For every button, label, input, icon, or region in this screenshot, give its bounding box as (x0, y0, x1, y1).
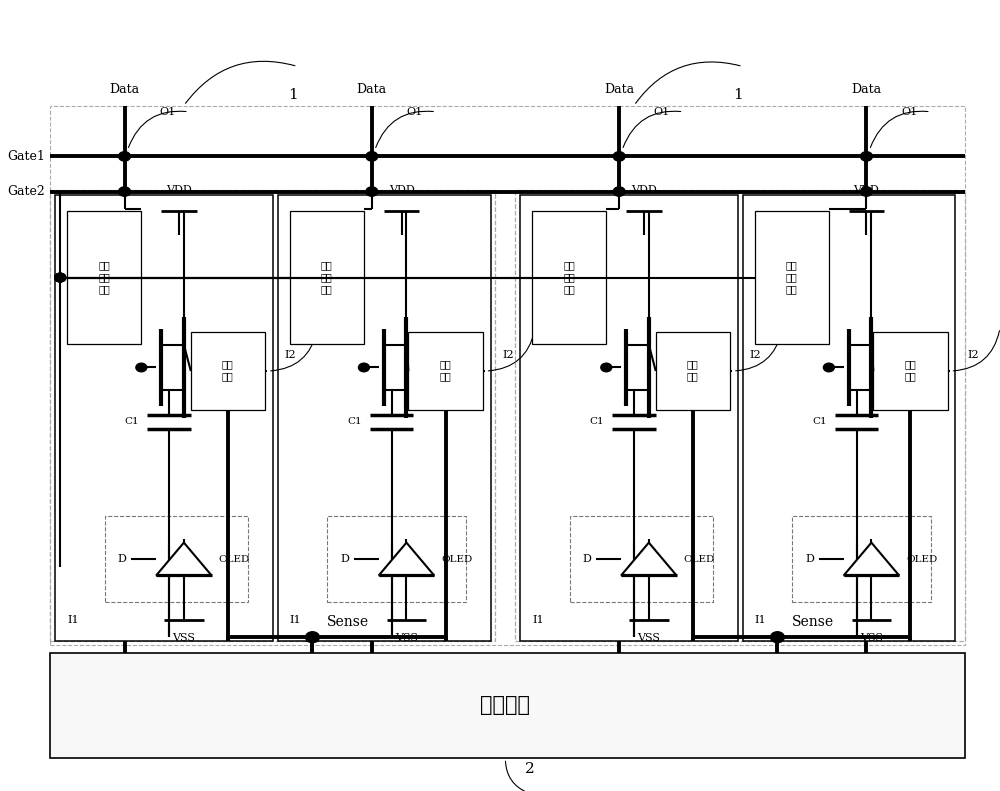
Circle shape (861, 152, 872, 161)
Text: O1: O1 (406, 108, 423, 117)
Circle shape (823, 363, 834, 372)
Text: D: D (118, 554, 126, 564)
Bar (408, 332, 483, 410)
Polygon shape (621, 543, 677, 575)
Bar (570, 516, 713, 602)
Text: 数据
写入
单元: 数据 写入 单元 (786, 261, 798, 294)
Bar (532, 211, 606, 344)
Circle shape (613, 152, 625, 161)
Text: VSS: VSS (637, 634, 660, 643)
Text: VSS: VSS (172, 634, 195, 643)
Text: DT: DT (657, 355, 672, 364)
Text: Sense: Sense (327, 615, 369, 630)
Text: O1: O1 (159, 108, 175, 117)
Text: Gate2: Gate2 (8, 185, 45, 198)
Bar (50, 105, 965, 645)
Circle shape (366, 152, 378, 161)
Text: D: D (805, 554, 814, 564)
Bar (105, 516, 248, 602)
Text: I1: I1 (290, 615, 301, 626)
Bar (278, 195, 491, 642)
Text: C1: C1 (125, 417, 139, 426)
Circle shape (119, 187, 130, 196)
Text: Data: Data (109, 83, 140, 97)
Text: OLED: OLED (906, 554, 937, 563)
Text: D: D (583, 554, 591, 564)
Text: I2: I2 (285, 350, 296, 361)
Bar (520, 195, 738, 642)
Text: VDD: VDD (389, 185, 414, 195)
Text: C1: C1 (347, 417, 362, 426)
Polygon shape (156, 543, 212, 575)
Text: 2: 2 (525, 763, 535, 776)
Text: 数据
写入
单元: 数据 写入 单元 (98, 261, 110, 294)
Circle shape (366, 187, 378, 196)
Text: 检测
单元: 检测 单元 (687, 361, 699, 381)
Bar (755, 211, 829, 344)
Bar (743, 195, 955, 642)
Text: Data: Data (851, 83, 882, 97)
Text: 数据
写入
单元: 数据 写入 单元 (321, 261, 333, 294)
Bar (290, 211, 364, 344)
Text: Sense: Sense (792, 615, 834, 630)
Text: OLED: OLED (441, 554, 472, 563)
Text: DT: DT (414, 355, 430, 364)
Text: C1: C1 (812, 417, 827, 426)
Text: 驱动芯片: 驱动芯片 (480, 696, 530, 715)
Bar (50, 653, 965, 759)
Text: Data: Data (604, 83, 634, 97)
Text: OLED: OLED (218, 554, 250, 563)
Text: 1: 1 (288, 88, 297, 101)
Bar (327, 516, 466, 602)
Text: I1: I1 (532, 615, 544, 626)
Bar (55, 195, 273, 642)
Circle shape (358, 363, 369, 372)
Bar (873, 332, 948, 410)
Circle shape (613, 187, 625, 196)
Text: O1: O1 (901, 108, 917, 117)
Text: I2: I2 (750, 350, 761, 361)
Circle shape (55, 273, 66, 282)
Text: I1: I1 (755, 615, 766, 626)
Text: I2: I2 (967, 350, 979, 361)
Polygon shape (844, 543, 899, 575)
Circle shape (136, 363, 147, 372)
Text: 数据
写入
单元: 数据 写入 单元 (563, 261, 575, 294)
Text: D: D (340, 554, 349, 564)
Text: VSS: VSS (395, 634, 418, 643)
Circle shape (55, 273, 66, 282)
Text: VDD: VDD (166, 185, 192, 195)
Bar (656, 332, 730, 410)
Circle shape (55, 273, 66, 282)
Text: OLED: OLED (683, 554, 715, 563)
Text: O1: O1 (654, 108, 670, 117)
Text: 检测
单元: 检测 单元 (222, 361, 234, 381)
Circle shape (306, 632, 319, 643)
Polygon shape (379, 543, 434, 575)
Text: I1: I1 (67, 615, 79, 626)
Circle shape (770, 632, 784, 643)
Text: 检测
单元: 检测 单元 (905, 361, 916, 381)
Text: DT: DT (879, 355, 895, 364)
Bar (191, 332, 265, 410)
Circle shape (55, 273, 66, 282)
Text: VDD: VDD (854, 185, 879, 195)
Text: VSS: VSS (860, 634, 883, 643)
Bar (67, 211, 141, 344)
Text: Gate1: Gate1 (7, 149, 45, 163)
Text: VDD: VDD (631, 185, 657, 195)
Text: Data: Data (357, 83, 387, 97)
Text: I2: I2 (502, 350, 514, 361)
Bar (792, 516, 931, 602)
Circle shape (601, 363, 612, 372)
Circle shape (119, 152, 130, 161)
Text: 1: 1 (733, 88, 743, 101)
Bar (515, 190, 965, 642)
Text: 检测
单元: 检测 单元 (440, 361, 451, 381)
Bar (50, 190, 495, 642)
Text: C1: C1 (590, 417, 604, 426)
Circle shape (861, 187, 872, 196)
Text: DT: DT (192, 355, 207, 364)
